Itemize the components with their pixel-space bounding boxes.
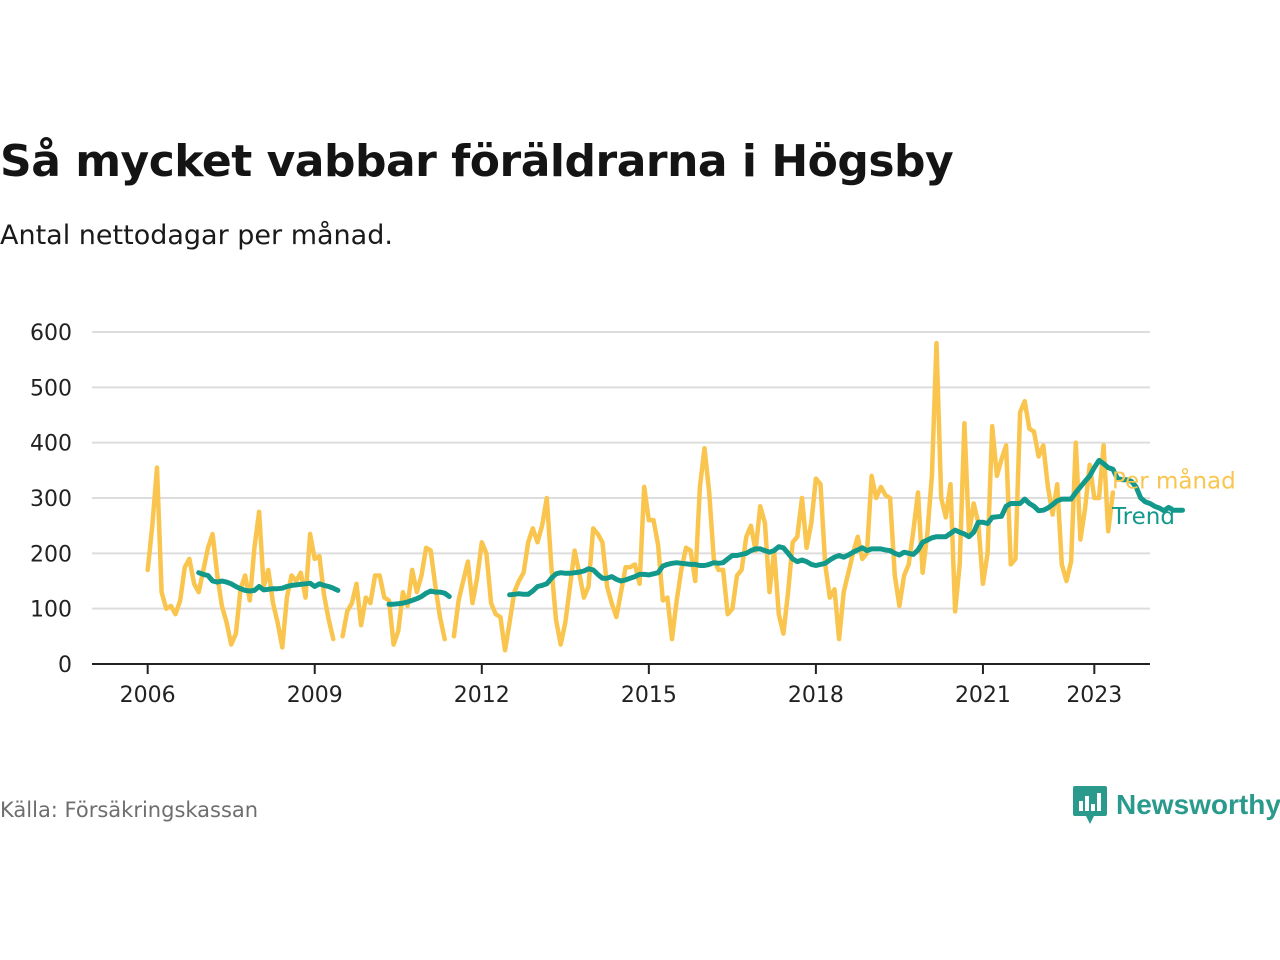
y-tick-label: 500 <box>30 376 72 401</box>
axes: 0 100 200 300 400 500 600 2006 2009 2012 2015 2018 2… <box>30 321 1150 708</box>
line-chart: 0 100 200 300 400 500 600 2006 2009 2012 2015 2018 2… <box>30 321 1236 708</box>
series-lines <box>145 340 1185 653</box>
x-tick-label: 2012 <box>454 683 510 708</box>
source-note: Källa: Försäkringskassan <box>0 798 259 822</box>
x-tick-label: 2015 <box>621 683 677 708</box>
brand-name: Newsworthy <box>1116 789 1280 820</box>
x-tick-label: 2006 <box>120 683 176 708</box>
x-tick-label: 2023 <box>1066 683 1122 708</box>
series-line-trend <box>507 457 1185 598</box>
bar-chart-speech-bubble-icon <box>1073 786 1107 824</box>
y-tick-label: 0 <box>58 653 72 678</box>
brand-logo[interactable]: Newsworthy <box>1072 784 1280 826</box>
x-tick-label: 2021 <box>955 683 1011 708</box>
series-labels: Per månad Trend <box>1111 466 1236 530</box>
x-tick-label: 2018 <box>788 683 844 708</box>
series-line-monthly <box>340 545 447 647</box>
series-label-trend: Trend <box>1111 504 1175 530</box>
series-label-monthly: Per månad <box>1112 466 1236 494</box>
series-line-monthly <box>145 465 336 650</box>
chart-subtitle: Antal nettodagar per månad. <box>0 220 393 251</box>
series-line-monthly <box>451 340 1116 653</box>
series-line-trend <box>386 588 452 607</box>
x-tick-label: 2009 <box>287 683 343 708</box>
y-tick-label: 200 <box>30 542 72 567</box>
grid-lines <box>92 331 1150 610</box>
series-line-trend <box>196 570 341 594</box>
y-tick-label: 400 <box>30 432 72 457</box>
y-tick-label: 100 <box>30 598 72 623</box>
y-tick-label: 600 <box>30 321 72 346</box>
chart-title: Så mycket vabbar föräldrarna i Högsby <box>0 136 954 187</box>
y-tick-label: 300 <box>30 487 72 512</box>
